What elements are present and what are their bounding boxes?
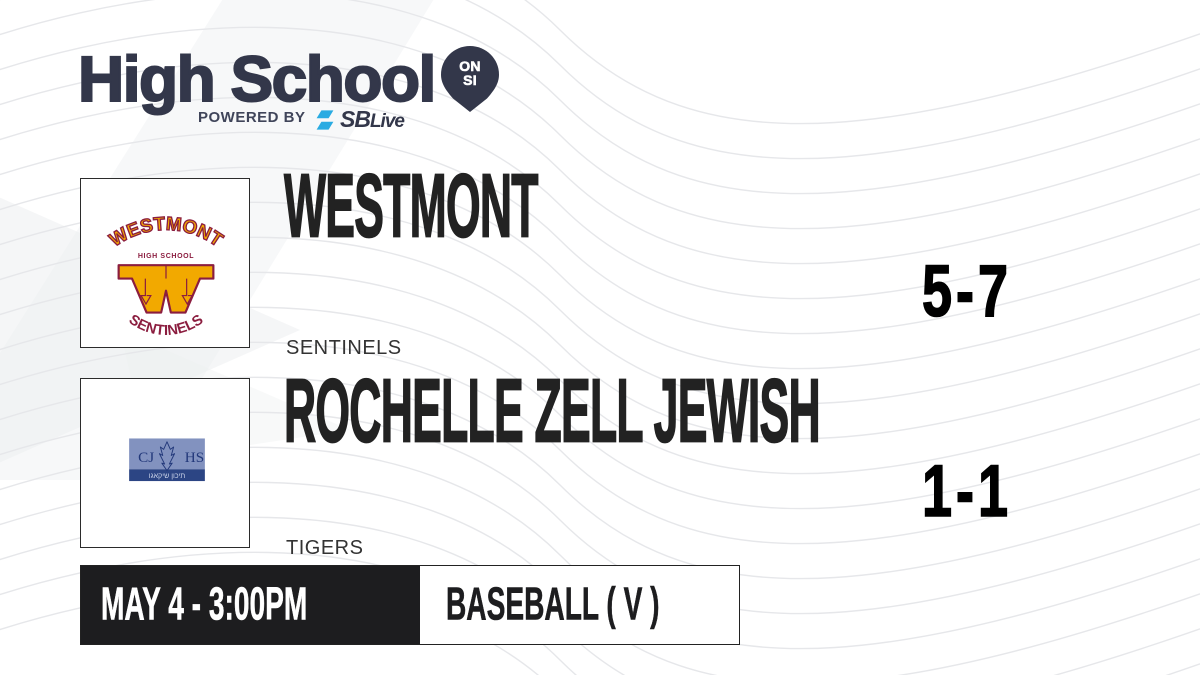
svg-text:HIGH SCHOOL: HIGH SCHOOL [138,253,194,260]
svg-text:CJ: CJ [138,450,154,466]
svg-text:SENTINELS: SENTINELS [126,312,207,339]
svg-text:HS: HS [185,450,204,466]
svg-text:תיכון שיקאגו: תיכון שיקאגו [149,472,186,480]
svg-text:SI: SI [463,72,477,88]
svg-text:WESTMONT: WESTMONT [106,213,228,251]
